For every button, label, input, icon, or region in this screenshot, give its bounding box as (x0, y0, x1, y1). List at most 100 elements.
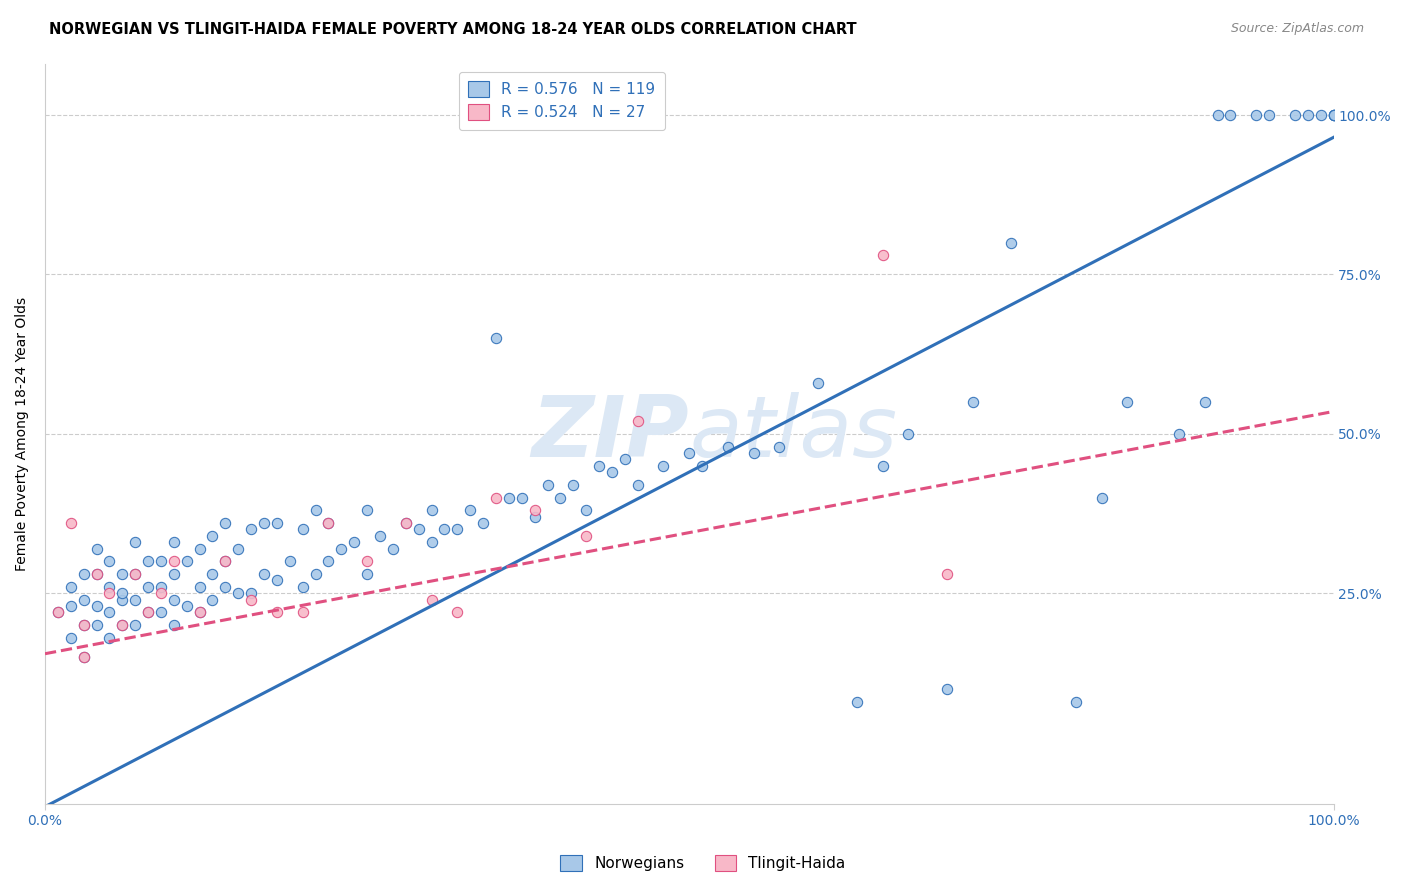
Point (446, 523, 468, 537)
Point (46, 605, 69, 619)
Point (98, 586, 121, 600)
Point (278, 554, 301, 568)
Point (1322, 108, 1344, 122)
Point (266, 605, 288, 619)
Point (318, 516, 340, 530)
Point (163, 535, 186, 549)
Point (575, 529, 598, 543)
Point (266, 574, 288, 588)
Point (420, 503, 443, 517)
Point (1219, 108, 1241, 122)
Point (872, 248, 894, 262)
Point (291, 580, 314, 594)
Point (523, 509, 546, 524)
Point (72, 618, 94, 632)
Point (111, 567, 134, 582)
Point (124, 592, 146, 607)
Point (356, 554, 378, 568)
Point (485, 331, 508, 345)
Point (1090, 491, 1112, 505)
Point (226, 541, 249, 556)
Point (291, 523, 314, 537)
Point (136, 554, 159, 568)
Point (291, 605, 314, 619)
Point (1296, 108, 1319, 122)
Point (136, 605, 159, 619)
Point (266, 516, 288, 530)
Point (72, 618, 94, 632)
Point (163, 554, 186, 568)
Point (936, 567, 959, 582)
Point (395, 516, 418, 530)
Point (214, 516, 236, 530)
Point (472, 516, 495, 530)
Point (188, 605, 211, 619)
Text: NORWEGIAN VS TLINGIT-HAIDA FEMALE POVERTY AMONG 18-24 YEAR OLDS CORRELATION CHAR: NORWEGIAN VS TLINGIT-HAIDA FEMALE POVERT… (49, 22, 856, 37)
Point (420, 535, 443, 549)
Point (562, 477, 585, 491)
Point (1194, 395, 1216, 409)
Point (163, 592, 186, 607)
Point (536, 477, 558, 491)
Point (318, 554, 340, 568)
Point (897, 426, 920, 441)
Point (163, 618, 186, 632)
Point (86, 541, 108, 556)
Point (1322, 108, 1344, 122)
Point (201, 592, 224, 607)
Point (253, 516, 276, 530)
Point (240, 523, 263, 537)
Point (1244, 108, 1267, 122)
Point (1116, 395, 1139, 409)
Text: atlas: atlas (689, 392, 897, 475)
Point (690, 458, 713, 473)
Point (962, 395, 984, 409)
Point (627, 477, 650, 491)
Legend: Norwegians, Tlingit-Haida: Norwegians, Tlingit-Haida (554, 849, 852, 877)
Point (575, 503, 598, 517)
Point (59, 631, 82, 645)
Point (1322, 108, 1344, 122)
Point (1064, 694, 1087, 708)
Point (188, 541, 211, 556)
Point (226, 586, 249, 600)
Point (523, 503, 546, 517)
Point (149, 580, 172, 594)
Point (368, 529, 391, 543)
Point (1206, 108, 1229, 122)
Point (149, 586, 172, 600)
Point (124, 567, 146, 582)
Legend: R = 0.576   N = 119, R = 0.524   N = 27: R = 0.576 N = 119, R = 0.524 N = 27 (458, 71, 665, 129)
Point (59, 516, 82, 530)
Point (330, 541, 353, 556)
Point (446, 605, 468, 619)
Point (395, 516, 418, 530)
Point (149, 605, 172, 619)
Point (240, 586, 263, 600)
Point (176, 599, 198, 613)
Point (550, 491, 572, 505)
Point (46, 605, 69, 619)
Point (458, 503, 481, 517)
Point (72, 649, 94, 664)
Point (59, 580, 82, 594)
Point (86, 567, 108, 582)
Point (98, 580, 121, 594)
Point (59, 599, 82, 613)
Point (163, 567, 186, 582)
Point (124, 535, 146, 549)
Point (1000, 235, 1022, 250)
Point (201, 529, 224, 543)
Point (845, 694, 868, 708)
Point (343, 535, 366, 549)
Point (176, 554, 198, 568)
Point (240, 592, 263, 607)
Point (86, 599, 108, 613)
Point (742, 446, 765, 460)
Point (433, 523, 456, 537)
Point (72, 567, 94, 582)
Point (201, 567, 224, 582)
Point (304, 503, 326, 517)
Point (356, 503, 378, 517)
Point (124, 567, 146, 582)
